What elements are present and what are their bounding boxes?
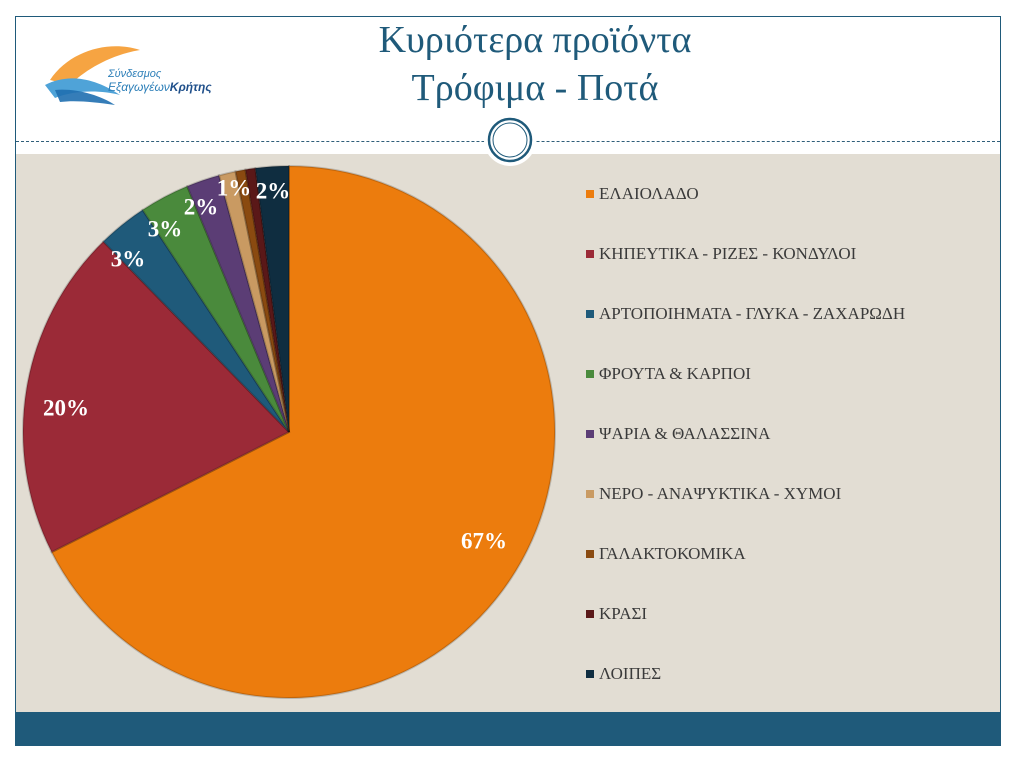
slide-footer-bar xyxy=(16,712,1000,746)
page-title: Κυριότερα προϊόντα Τρόφιμα - Ποτά xyxy=(300,16,770,112)
slide-content-area xyxy=(16,154,1000,712)
legend-item: ΛΟΙΠΕΣ xyxy=(586,664,661,684)
logo-text-line2: ΕξαγωγέωνΚρήτης xyxy=(108,80,212,94)
legend-swatch xyxy=(586,670,594,678)
legend-label: ΑΡΤΟΠΟΙΗΜΑΤΑ - ΓΛΥΚΑ - ΖΑΧΑΡΩΔΗ xyxy=(599,304,906,323)
legend-item: ΚΡΑΣΙ xyxy=(586,604,647,624)
legend-label: ΚΗΠΕΥΤΙΚΑ - ΡΙΖΕΣ - ΚΟΝΔΥΛΟΙ xyxy=(599,244,857,263)
legend-swatch xyxy=(586,190,594,198)
legend-label: ΕΛΑΙΟΛΑΔΟ xyxy=(599,184,699,203)
legend-swatch xyxy=(586,610,594,618)
legend-label: ΚΡΑΣΙ xyxy=(599,604,648,623)
legend-swatch xyxy=(586,370,594,378)
legend-swatch xyxy=(586,250,594,258)
legend-label: ΓΑΛΑΚΤΟΚΟΜΙΚΑ xyxy=(599,544,746,563)
legend-swatch xyxy=(586,550,594,558)
legend-swatch xyxy=(586,430,594,438)
legend-label: ΛΟΙΠΕΣ xyxy=(599,664,662,683)
circle-ornament-icon xyxy=(484,114,536,166)
legend-swatch xyxy=(586,490,594,498)
legend-item: ΨΑΡΙΑ & ΘΑΛΑΣΣΙΝΑ xyxy=(586,424,770,444)
legend-item: ΝΕΡΟ - ΑΝΑΨΥΚΤΙΚΑ - ΧΥΜΟΙ xyxy=(586,484,841,504)
title-line-2: Τρόφιμα - Ποτά xyxy=(411,67,659,109)
legend-label: ΨΑΡΙΑ & ΘΑΛΑΣΣΙΝΑ xyxy=(599,424,771,443)
legend-item: ΦΡΟΥΤΑ & ΚΑΡΠΟΙ xyxy=(586,364,751,384)
legend-item: ΕΛΑΙΟΛΑΔΟ xyxy=(586,184,699,204)
title-line-1: Κυριότερα προϊόντα xyxy=(378,19,692,61)
legend-label: ΦΡΟΥΤΑ & ΚΑΡΠΟΙ xyxy=(599,364,751,383)
legend-swatch xyxy=(586,310,594,318)
logo-icon xyxy=(45,46,140,105)
legend-item: ΚΗΠΕΥΤΙΚΑ - ΡΙΖΕΣ - ΚΟΝΔΥΛΟΙ xyxy=(586,244,856,264)
legend-label: ΝΕΡΟ - ΑΝΑΨΥΚΤΙΚΑ - ΧΥΜΟΙ xyxy=(599,484,842,503)
legend-item: ΑΡΤΟΠΟΙΗΜΑΤΑ - ΓΛΥΚΑ - ΖΑΧΑΡΩΔΗ xyxy=(586,304,905,324)
logo-text-line1: Σύνδεσμος xyxy=(108,68,162,80)
legend-item: ΓΑΛΑΚΤΟΚΟΜΙΚΑ xyxy=(586,544,746,564)
